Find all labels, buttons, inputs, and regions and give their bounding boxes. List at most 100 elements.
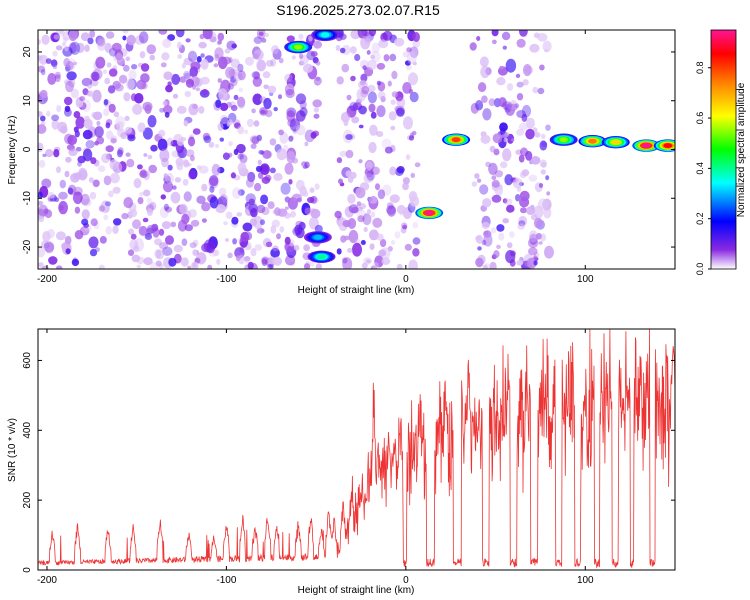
x-tick-label: 100 <box>577 274 594 285</box>
spectrogram-cell <box>334 210 342 219</box>
spectrogram-cell <box>405 154 411 160</box>
spectrogram-cell <box>148 164 157 174</box>
spectrogram-cell <box>219 102 229 112</box>
spectrogram-cell <box>542 40 552 52</box>
colorbar-tick-label: 0.6 <box>695 112 705 125</box>
spectrogram-cell <box>38 262 44 268</box>
spectrogram-cell <box>539 159 547 168</box>
spectrogram-cell <box>292 157 299 164</box>
spectrogram-cell <box>109 172 120 184</box>
x-tick-label: -100 <box>216 575 236 586</box>
spectrogram-cell <box>40 115 46 122</box>
spectrogram-cell <box>146 44 157 55</box>
spectrogram-cell <box>196 56 202 63</box>
spectrogram-cell <box>232 68 240 77</box>
spectrogram-cell <box>217 32 225 42</box>
spectrogram-cell <box>278 94 282 100</box>
spectrogram-cell <box>505 250 516 264</box>
spectrogram-cell <box>218 56 228 70</box>
spectrogram-cell <box>520 207 527 214</box>
spectrogram-cell <box>257 159 262 166</box>
spectrogram-cell <box>475 234 483 244</box>
spectrogram-cell <box>372 166 379 175</box>
spectrogram-cell <box>529 43 540 53</box>
spectrogram-cell <box>195 87 200 92</box>
spectrogram-cell <box>376 62 386 70</box>
spectrogram-cell <box>310 131 317 139</box>
spectrogram-cell <box>228 57 233 63</box>
spectrogram-cell <box>74 130 80 138</box>
spectrogram-cell <box>139 170 148 179</box>
spectrogram-cell <box>533 217 543 229</box>
spectrogram-cell <box>335 44 341 52</box>
spectrogram-cell <box>366 50 371 55</box>
spectrogram-cell <box>75 97 84 108</box>
spectrogram-cell <box>71 258 80 267</box>
spectrogram-cell <box>406 47 412 53</box>
spectrogram-cell <box>252 76 262 88</box>
spectrogram-cell <box>502 218 510 224</box>
spectrogram-cell <box>278 129 284 136</box>
spectrogram-cell <box>87 84 92 89</box>
spectrogram-cell <box>498 232 505 241</box>
spectrogram-cell <box>200 58 209 70</box>
spectrogram-cell <box>381 184 392 196</box>
spectrogram-cell <box>226 121 231 127</box>
spectrogram-cell <box>349 101 359 112</box>
spectrogram-cell <box>253 120 260 127</box>
spectrogram-cell <box>182 178 189 186</box>
spectrogram-cell <box>111 42 122 52</box>
spectrogram-cell <box>516 81 524 88</box>
spectrogram-cell <box>342 257 348 264</box>
spectrogram-cell <box>231 216 239 225</box>
spectrogram-cell <box>200 76 210 85</box>
spectrogram-cell <box>108 103 116 113</box>
snr-series <box>38 329 675 569</box>
spectrogram-cell <box>158 30 168 35</box>
spectrogram-cell <box>149 201 157 211</box>
spectrogram-cell <box>72 61 78 66</box>
spectrogram-cell <box>227 83 234 90</box>
spectrogram-cell <box>519 190 530 202</box>
spectrogram-cell <box>354 53 361 62</box>
spectrogram-feature <box>601 136 630 149</box>
spectrogram-cell <box>384 146 393 154</box>
spectrogram-cell <box>108 68 118 77</box>
spectrogram-cell <box>545 124 551 131</box>
spectrogram-cell <box>165 172 174 185</box>
spectrogram-cell <box>43 208 49 214</box>
spectrogram-cell <box>125 152 131 157</box>
spectrogram-cell <box>87 90 94 97</box>
spectrogram-cell <box>38 65 46 73</box>
spectrogram-cell <box>389 194 400 204</box>
spectrogram-cell <box>339 33 347 40</box>
spectrogram-feature <box>415 206 444 220</box>
spectrogram-cell <box>81 99 91 112</box>
spectrogram-cell <box>285 88 295 99</box>
spectrogram-cell <box>537 87 545 95</box>
spectrogram-cell <box>104 201 112 207</box>
spectrogram-cell <box>368 196 378 204</box>
spectrogram-cell <box>515 73 521 78</box>
spectrogram-cell <box>159 242 168 250</box>
spectrogram-cell <box>295 93 307 105</box>
spectrogram-cell <box>504 132 510 138</box>
spectrogram-cell <box>123 92 131 102</box>
spectrogram-cell <box>370 111 377 119</box>
spectrogram-cell <box>159 107 165 113</box>
spectrogram-cell <box>116 149 123 158</box>
spectrogram-cell <box>493 250 500 259</box>
snr-line <box>38 329 675 569</box>
spectrogram-cell <box>66 71 77 81</box>
spectrogram-cell <box>351 116 360 124</box>
spectrogram-cell <box>128 228 135 235</box>
spectrogram-cell <box>499 161 508 169</box>
spectrogram-cell <box>276 148 287 161</box>
spectrogram-cell <box>184 224 193 232</box>
spectrogram-cell <box>358 159 363 164</box>
spectrogram-cell <box>219 137 224 142</box>
spectrogram-cell <box>267 201 275 210</box>
spectrogram-cell <box>91 112 98 118</box>
y-tick-label: 400 <box>22 422 33 439</box>
spectrogram-cell <box>412 61 417 66</box>
